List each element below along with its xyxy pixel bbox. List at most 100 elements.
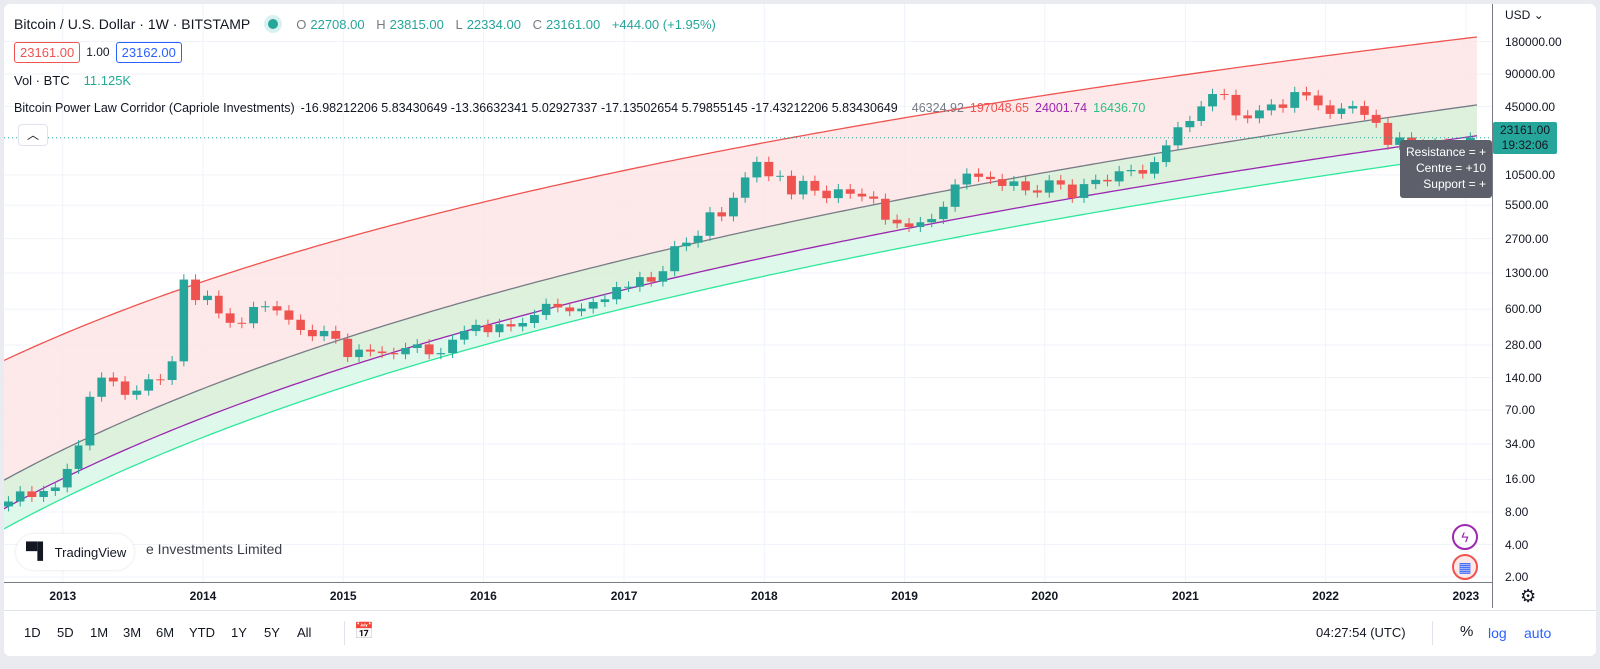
price-tick: 280.00	[1505, 338, 1542, 353]
candle	[495, 324, 504, 333]
candle	[74, 445, 83, 469]
candle	[974, 173, 984, 177]
candle	[50, 487, 60, 492]
price-axis[interactable]: USD ⌄ 180000.00 90000.00 45000.00 10500.00 5…	[1492, 4, 1596, 608]
resistance-value: 197048.65	[969, 101, 1029, 115]
spread-value: 1.00	[86, 45, 110, 59]
year-tick: 2019	[891, 589, 918, 603]
bar-countdown: 19:32:06	[1501, 137, 1549, 152]
candle	[355, 349, 363, 358]
price-tick: 16.00	[1505, 472, 1536, 487]
candle	[506, 324, 516, 327]
candle	[600, 299, 610, 303]
range-1m[interactable]: 1M	[90, 625, 109, 640]
candle	[658, 271, 668, 282]
range-1d[interactable]: 1D	[24, 625, 41, 640]
range-3m[interactable]: 3M	[123, 625, 142, 640]
candle	[1173, 127, 1183, 146]
candle	[1278, 104, 1288, 108]
candle	[436, 353, 446, 355]
candle	[401, 348, 410, 355]
year-tick: 2020	[1031, 589, 1059, 603]
tooltip-resistance: Resistance = +	[1406, 145, 1487, 159]
candle	[296, 319, 305, 330]
range-5y[interactable]: 5Y	[264, 625, 280, 640]
candle	[1091, 179, 1101, 185]
candle	[752, 161, 762, 178]
candle	[950, 184, 960, 207]
logo-text: TradingView	[54, 544, 127, 560]
candle	[822, 190, 831, 199]
price-chart[interactable]	[4, 4, 1492, 582]
candle	[565, 307, 575, 312]
candle	[1290, 92, 1300, 108]
chart-frame: e Investments Limited ▀▌ TradingView Bit…	[4, 4, 1596, 656]
collapse-legend-button[interactable]: ︿	[18, 124, 48, 146]
price-tick: 34.00	[1505, 437, 1536, 452]
auto-toggle[interactable]: auto	[1524, 625, 1552, 641]
candle	[144, 379, 154, 391]
utc-clock[interactable]: 04:27:54 (UTC)	[1316, 625, 1406, 640]
candle	[1337, 108, 1346, 114]
year-tick: 2016	[470, 589, 497, 603]
currency-selector[interactable]: USD ⌄	[1505, 8, 1544, 22]
candle	[167, 361, 177, 381]
goto-date-icon[interactable]: 📅	[354, 623, 374, 640]
candle	[529, 315, 539, 323]
percent-toggle[interactable]: %	[1460, 623, 1474, 640]
purple-line	[4, 135, 1478, 510]
candle	[307, 329, 317, 337]
price-tick: 4.00	[1505, 537, 1529, 552]
low-label: L	[455, 16, 463, 32]
candle	[518, 322, 527, 327]
candle	[1395, 137, 1405, 145]
buy-button[interactable]: 23162.00	[115, 41, 182, 63]
candle	[412, 344, 422, 349]
candle	[646, 277, 656, 282]
time-axis[interactable]: 2013 2014 2015 2016 2017 2018 2019 2020 2021 2022…	[4, 582, 1492, 608]
settings-gear-icon[interactable]: ⚙	[1520, 586, 1537, 606]
support-value: 16436.70	[1093, 101, 1146, 115]
candle	[108, 377, 118, 382]
candle	[156, 379, 165, 381]
price-tick: 1300.00	[1505, 265, 1549, 280]
log-toggle[interactable]: log	[1488, 625, 1507, 641]
us-flag-icon[interactable]: ▦	[1452, 554, 1478, 580]
candle	[717, 212, 726, 217]
lightning-icon[interactable]: ϟ	[1452, 524, 1478, 550]
range-5d[interactable]: 5D	[57, 625, 74, 640]
price-tick: 8.00	[1505, 504, 1529, 519]
candle	[120, 381, 130, 395]
sell-button[interactable]: 23161.00	[14, 41, 81, 63]
volume-label[interactable]: Vol · BTC	[14, 72, 70, 88]
price-tick: 90000.00	[1505, 67, 1556, 82]
range-ytd[interactable]: YTD	[189, 625, 215, 640]
candle	[1056, 180, 1065, 185]
candle	[448, 339, 458, 354]
tradingview-logo[interactable]: ▀▌ TradingView	[16, 534, 134, 570]
candle	[1302, 92, 1311, 96]
symbol-title[interactable]: Bitcoin / U.S. Dollar · 1W · BITSTAMP	[14, 16, 251, 32]
indicator-params: -16.98212206 5.83430649 -13.36632341 5.0…	[300, 101, 898, 115]
candle	[203, 295, 212, 301]
candle	[1219, 94, 1229, 96]
open-label: O	[296, 16, 307, 32]
centre-zone-fill	[4, 104, 1478, 509]
candle	[1208, 94, 1217, 107]
candle	[588, 302, 598, 309]
divider	[1432, 621, 1433, 645]
candle	[1185, 121, 1195, 128]
indicator-name[interactable]: Bitcoin Power Law Corridor (Capriole Inv…	[14, 101, 295, 115]
change-value: +444.00 (+1.95%)	[611, 16, 716, 32]
market-status-icon	[268, 19, 279, 29]
high-label: H	[376, 16, 386, 32]
candle	[624, 286, 634, 288]
candle	[1161, 145, 1171, 163]
candle	[331, 330, 341, 339]
range-all[interactable]: All	[297, 625, 312, 640]
range-6m[interactable]: 6M	[156, 625, 175, 640]
year-tick: 2014	[189, 589, 217, 603]
candle	[343, 338, 353, 358]
range-1y[interactable]: 1Y	[231, 625, 247, 640]
candle	[471, 324, 481, 332]
